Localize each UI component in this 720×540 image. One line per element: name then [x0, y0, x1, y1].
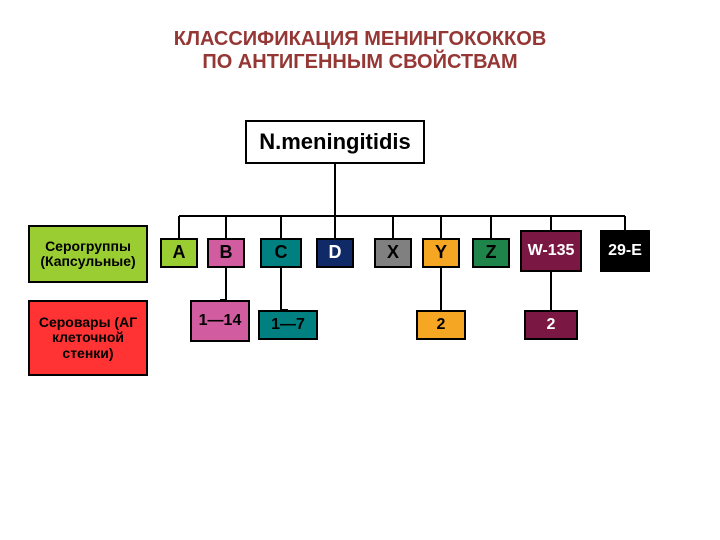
serogroup-D: D	[316, 238, 354, 268]
serogroup-X: X	[374, 238, 412, 268]
serovar-W135: 2	[524, 310, 578, 340]
serogroup-Y: Y	[422, 238, 460, 268]
legend-serogroup: Серогруппы (Капсульные)	[28, 225, 148, 283]
title-line2: ПО АНТИГЕННЫМ СВОЙСТВАМ	[202, 51, 517, 73]
page-title: КЛАССИФИКАЦИЯ МЕНИНГОКОККОВ ПО АНТИГЕННЫ…	[0, 28, 720, 74]
serogroup-C: C	[260, 238, 302, 268]
serogroup-Z: Z	[472, 238, 510, 268]
serogroup-B: B	[207, 238, 245, 268]
serovar-B: 1—14	[190, 300, 250, 342]
legend-serovar: Серовары (АГ клеточной стенки)	[28, 300, 148, 376]
title-line1: КЛАССИФИКАЦИЯ МЕНИНГОКОККОВ	[174, 28, 547, 50]
root-node: N.meningitidis	[245, 120, 425, 164]
serogroup-A: A	[160, 238, 198, 268]
serovar-Y: 2	[416, 310, 466, 340]
serogroup-W135: W-135	[520, 230, 582, 272]
serovar-C: 1—7	[258, 310, 318, 340]
serogroup-29E: 29-E	[600, 230, 650, 272]
